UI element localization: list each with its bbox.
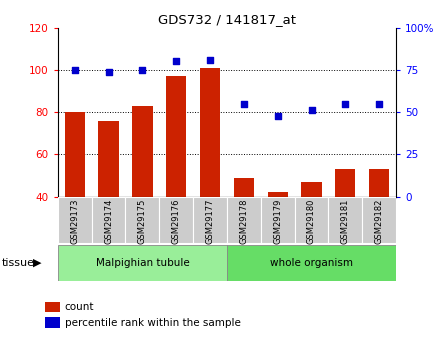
Text: GSM29176: GSM29176: [172, 198, 181, 244]
Bar: [65, 112, 85, 197]
Bar: [132, 106, 153, 197]
Point: [206, 57, 214, 62]
Point: [274, 113, 281, 118]
Bar: [362, 197, 396, 243]
Text: percentile rank within the sample: percentile rank within the sample: [65, 318, 240, 327]
Point: [105, 69, 112, 74]
Text: GSM29177: GSM29177: [206, 198, 214, 244]
Bar: [193, 197, 227, 243]
Point: [71, 67, 78, 73]
Bar: [369, 169, 389, 197]
Text: GSM29175: GSM29175: [138, 198, 147, 244]
Bar: [159, 197, 193, 243]
Bar: [58, 197, 92, 243]
Bar: [335, 169, 356, 197]
Point: [240, 101, 247, 106]
Text: ▶: ▶: [33, 258, 42, 268]
Bar: [261, 197, 295, 243]
Bar: [301, 182, 322, 197]
Point: [139, 67, 146, 73]
Bar: [295, 197, 328, 243]
Title: GDS732 / 141817_at: GDS732 / 141817_at: [158, 13, 296, 27]
Text: whole organism: whole organism: [270, 258, 353, 268]
Text: GSM29181: GSM29181: [341, 198, 350, 244]
Text: GSM29182: GSM29182: [375, 198, 384, 244]
Bar: [166, 76, 186, 197]
Text: count: count: [65, 302, 94, 312]
Point: [376, 101, 383, 106]
Bar: [125, 197, 159, 243]
Point: [342, 101, 349, 106]
Text: GSM29173: GSM29173: [70, 198, 79, 244]
Text: GSM29178: GSM29178: [239, 198, 248, 244]
Text: GSM29179: GSM29179: [273, 198, 282, 244]
Text: tissue: tissue: [2, 258, 35, 268]
Point: [173, 59, 180, 64]
Bar: [267, 193, 288, 197]
Bar: [227, 197, 261, 243]
Bar: [92, 197, 125, 243]
Bar: [58, 245, 227, 281]
Bar: [328, 197, 362, 243]
Point: [308, 108, 315, 113]
Bar: [234, 178, 254, 197]
Bar: [98, 121, 119, 197]
Bar: [200, 68, 220, 197]
Bar: [227, 245, 396, 281]
Text: GSM29174: GSM29174: [104, 198, 113, 244]
Text: Malpighian tubule: Malpighian tubule: [96, 258, 189, 268]
Text: GSM29180: GSM29180: [307, 198, 316, 244]
